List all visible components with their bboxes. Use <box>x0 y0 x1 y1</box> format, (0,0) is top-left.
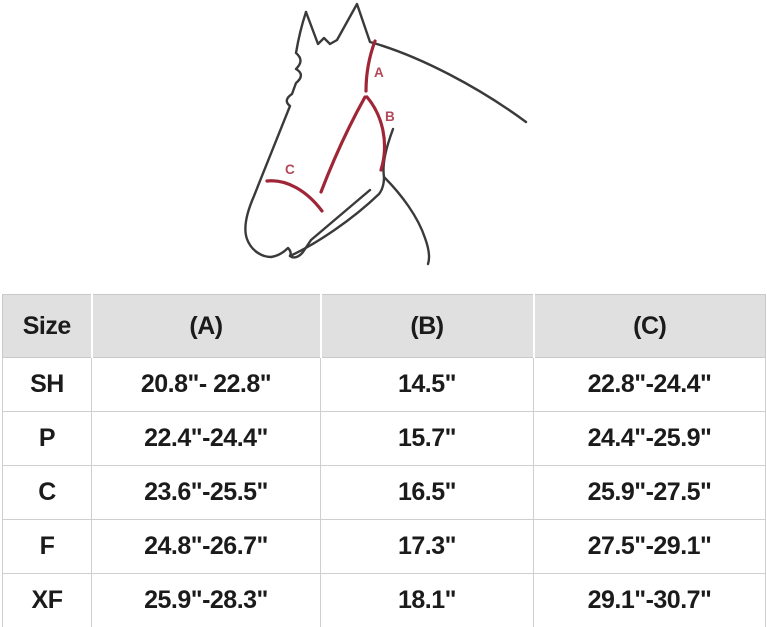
strap-label-c: C <box>285 162 295 177</box>
measure-a-value: 23.6"-25.5" <box>91 465 321 520</box>
measure-a-value: 20.8"- 22.8" <box>91 357 321 412</box>
halter-throat-strap-b <box>365 95 387 172</box>
table-row-c: C 23.6"-25.5" 16.5" 25.9"-27.5" <box>2 465 766 520</box>
measure-b-value: 15.7" <box>320 411 534 466</box>
size-label: SH <box>2 357 92 412</box>
table-row-xf: XF 25.9"-28.3" 18.1" 29.1"-30.7" <box>2 573 766 627</box>
measure-c-value: 29.1"-30.7" <box>533 573 766 627</box>
header-size: Size <box>2 294 92 358</box>
measure-a-value: 25.9"-28.3" <box>91 573 321 627</box>
strap-label-b: B <box>385 109 395 124</box>
size-chart-table: Size (A) (B) (C) SH 20.8"- 22.8" 14.5" 2… <box>2 294 766 627</box>
size-label: F <box>2 519 92 574</box>
measure-a-value: 24.8"-26.7" <box>91 519 321 574</box>
measure-b-value: 16.5" <box>320 465 534 520</box>
table-row-sh: SH 20.8"- 22.8" 14.5" 22.8"-24.4" <box>2 357 766 412</box>
horse-ears-neck-outline <box>304 2 528 124</box>
size-label: P <box>2 411 92 466</box>
size-label: C <box>2 465 92 520</box>
header-measure-b: (B) <box>319 294 534 358</box>
table-row-f: F 24.8"-26.7" 17.3" 27.5"-29.1" <box>2 519 766 574</box>
halter-cheek-strap <box>319 95 367 194</box>
horse-jowl-neck-outline <box>382 127 431 266</box>
size-chart-header-row: Size (A) (B) (C) <box>2 294 766 358</box>
measure-c-value: 22.8"-24.4" <box>533 357 766 412</box>
measure-b-value: 17.3" <box>320 519 534 574</box>
measure-c-value: 27.5"-29.1" <box>533 519 766 574</box>
horse-face-outline <box>244 10 372 259</box>
size-label: XF <box>2 573 92 627</box>
horse-jaw-outline <box>288 175 386 258</box>
header-measure-a: (A) <box>90 294 321 358</box>
header-measure-c: (C) <box>532 294 766 358</box>
measure-c-value: 25.9"-27.5" <box>533 465 766 520</box>
horse-head-diagram: A B C <box>244 2 528 266</box>
strap-label-a: A <box>374 65 384 80</box>
measure-a-value: 22.4"-24.4" <box>91 411 321 466</box>
measure-c-value: 24.4"-25.9" <box>533 411 766 466</box>
table-row-p: P 22.4"-24.4" 15.7" 24.4"-25.9" <box>2 411 766 466</box>
measure-b-value: 18.1" <box>320 573 534 627</box>
measure-b-value: 14.5" <box>320 357 534 412</box>
halter-crown-strap-a <box>364 39 377 93</box>
halter-noseband-strap-c <box>265 179 324 213</box>
